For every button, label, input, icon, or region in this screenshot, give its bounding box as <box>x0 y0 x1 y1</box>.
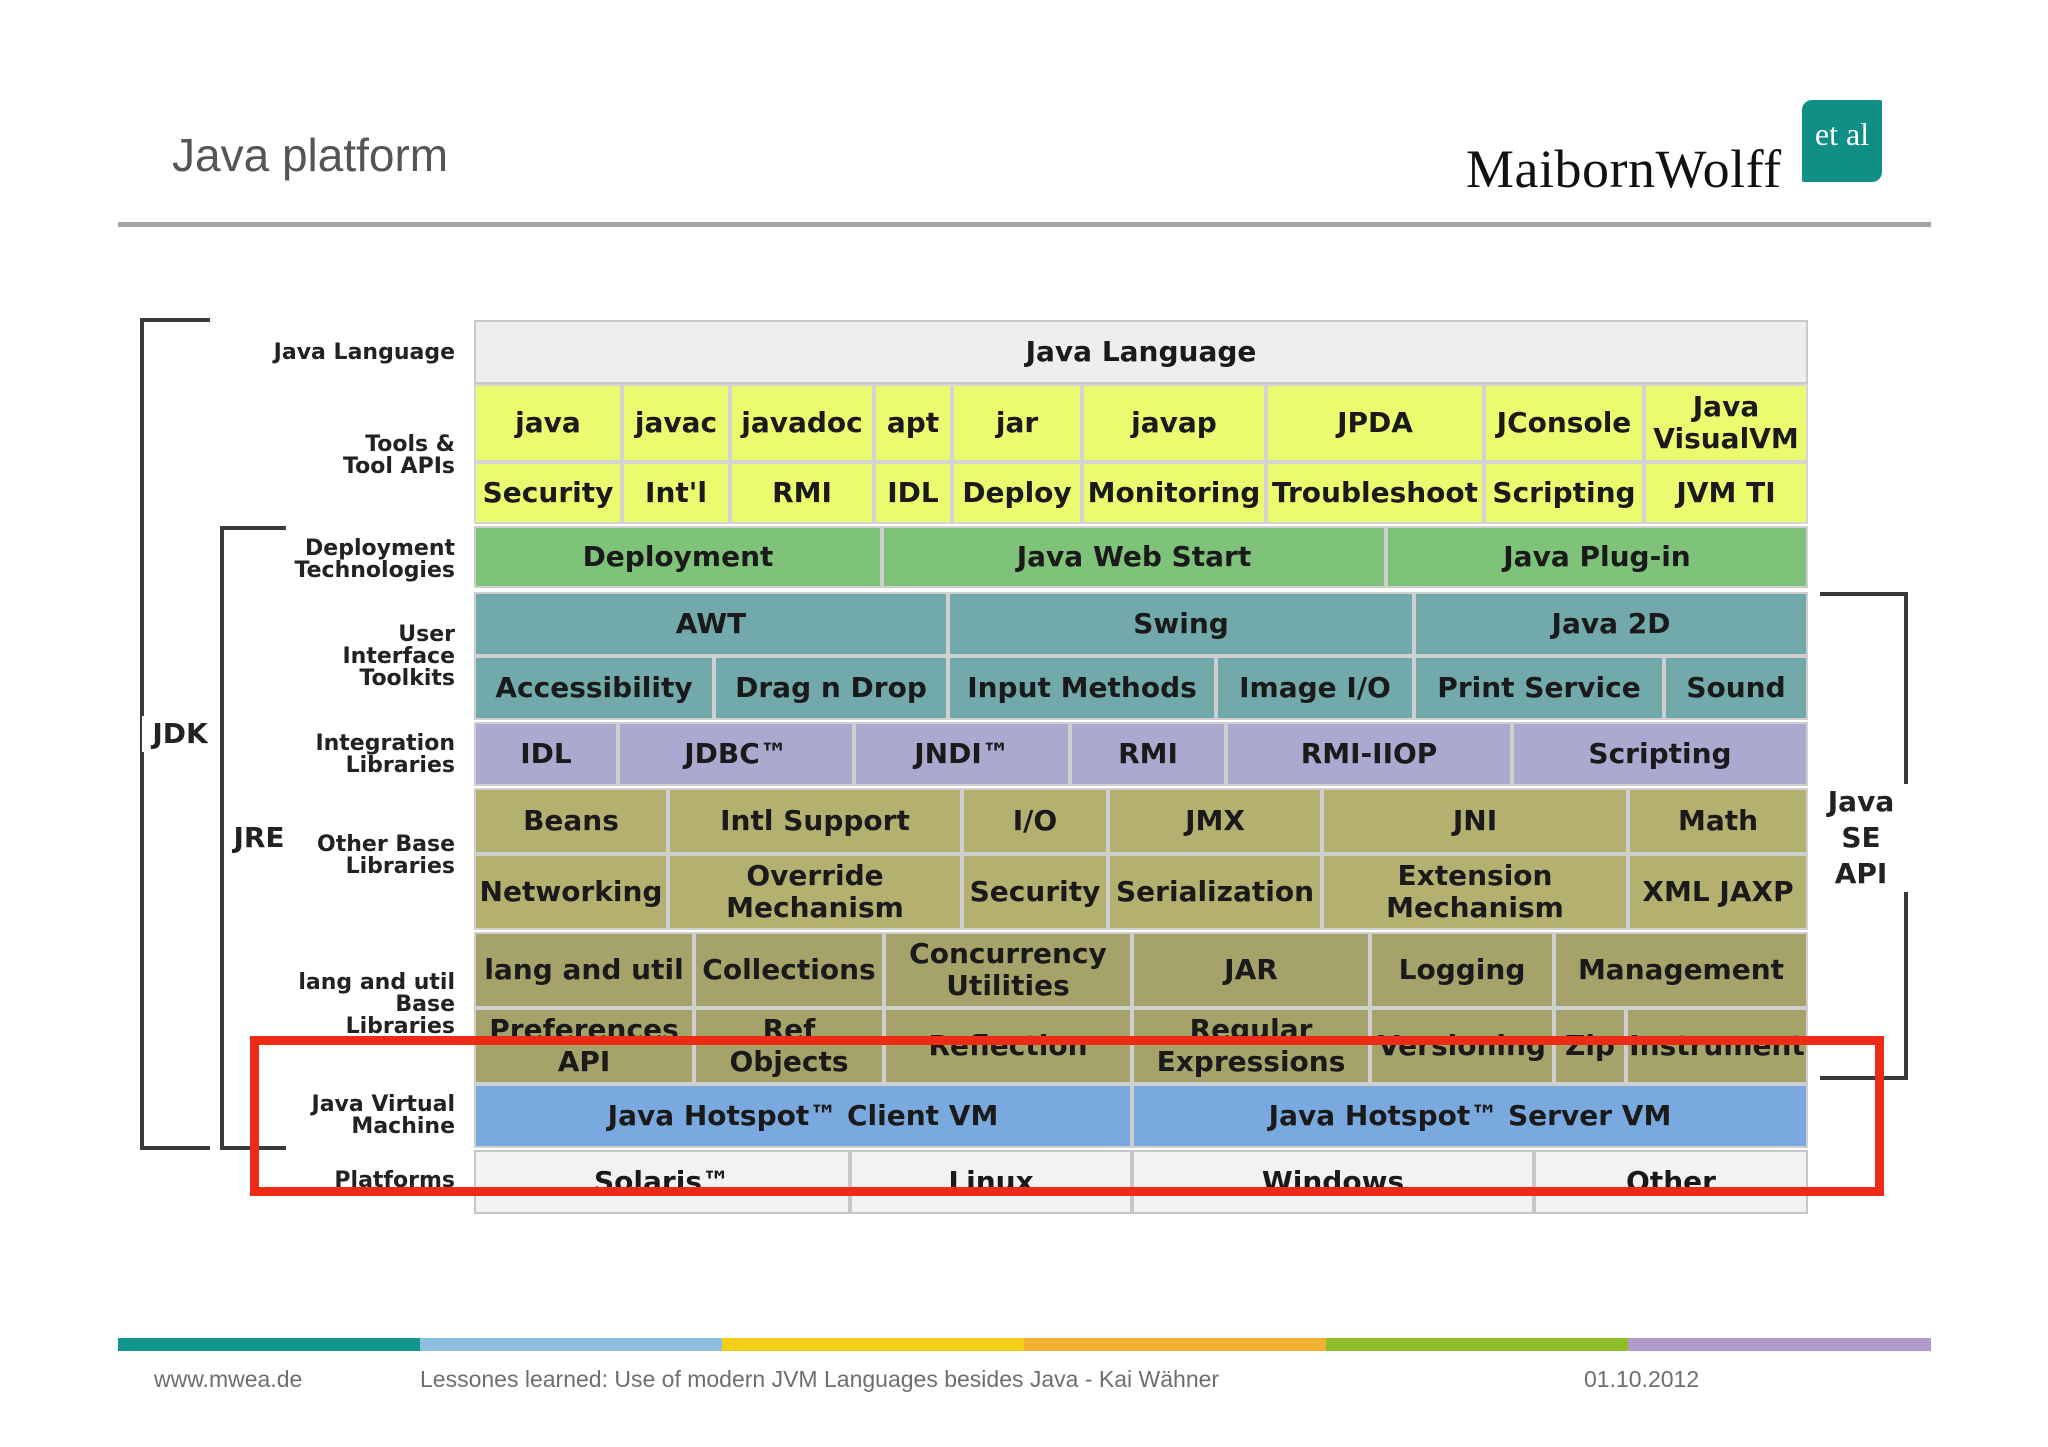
lang-util-cell: Reflection <box>884 1008 1132 1084</box>
lang-util-cell: Logging <box>1370 932 1554 1008</box>
footer-date: 01.10.2012 <box>1584 1366 1700 1392</box>
integration-cell: JNDI™ <box>854 722 1070 786</box>
logo-wordmark: MaibornWolff <box>1466 139 1782 199</box>
ui-toolkit-cell: Drag n Drop <box>714 656 948 720</box>
other-base-cell: I/O <box>962 788 1108 854</box>
footer-color-segment <box>1628 1338 1931 1351</box>
tool-cell: javadoc <box>730 384 874 462</box>
integration-cell: IDL <box>474 722 618 786</box>
tool-cell: JConsole <box>1484 384 1644 462</box>
ui-toolkit-cell: Input Methods <box>948 656 1216 720</box>
ui-toolkit-cell: Swing <box>948 592 1414 656</box>
tool-api-cell: Int'l <box>622 462 730 524</box>
ui-toolkit-cell: Sound <box>1664 656 1808 720</box>
tool-cell: JPDA <box>1266 384 1484 462</box>
other-base-cell: Intl Support <box>668 788 962 854</box>
footer-color-segment <box>1024 1338 1326 1351</box>
lang-util-cell: Instrument <box>1626 1008 1808 1084</box>
footer-color-segment <box>420 1338 722 1351</box>
logo-badge: et al <box>1802 100 1882 182</box>
platform-cell: Solaris™ <box>474 1150 850 1214</box>
tool-api-cell: Monitoring <box>1082 462 1266 524</box>
lang-util-cell: Versioning <box>1370 1008 1554 1084</box>
other-base-cell: JMX <box>1108 788 1322 854</box>
footer-color-segment <box>118 1338 420 1351</box>
tool-cell: jar <box>952 384 1082 462</box>
ui-toolkit-cell: Java 2D <box>1414 592 1808 656</box>
row-label-jvm: Java Virtual Machine <box>311 1092 455 1139</box>
tool-cell: apt <box>874 384 952 462</box>
tool-api-cell: Troubleshoot <box>1266 462 1484 524</box>
integration-cell: RMI <box>1070 722 1226 786</box>
row-label-tools: Tools & Tool APIs <box>343 432 455 479</box>
jre-label: JRE <box>224 820 294 856</box>
other-base-cell: Override Mechanism <box>668 854 962 930</box>
title-divider <box>118 222 1931 227</box>
tool-api-cell: JVM TI <box>1644 462 1808 524</box>
tool-cell: javac <box>622 384 730 462</box>
row-label-integration: Integration Libraries <box>315 731 455 778</box>
jvm-highlight-box <box>250 1036 1884 1196</box>
lang-util-cell: Concurrency Utilities <box>884 932 1132 1008</box>
other-base-cell: XML JAXP <box>1628 854 1808 930</box>
platform-cell: Windows <box>1132 1150 1534 1214</box>
tool-cell: Java VisualVM <box>1644 384 1808 462</box>
lang-util-cell: lang and util <box>474 932 694 1008</box>
other-base-cell: JNI <box>1322 788 1628 854</box>
row-label-lang-util: lang and util Base Libraries <box>298 970 455 1039</box>
row-label-other-base: Other Base Libraries <box>317 832 455 879</box>
deployment-cell: Java Web Start <box>882 526 1386 588</box>
tool-cell: javap <box>1082 384 1266 462</box>
ui-toolkit-cell: AWT <box>474 592 948 656</box>
slide-title: Java platform <box>172 129 449 181</box>
lang-util-cell: Regular Expressions <box>1132 1008 1370 1084</box>
lang-util-cell: Zip <box>1554 1008 1626 1084</box>
other-base-cell: Extension Mechanism <box>1322 854 1628 930</box>
company-logo: MaibornWolff et al <box>1466 100 1886 200</box>
integration-cell: JDBC™ <box>618 722 854 786</box>
other-base-cell: Security <box>962 854 1108 930</box>
java-se-api-label: Java SE API <box>1814 784 1908 892</box>
jdk-label: JDK <box>142 716 218 752</box>
lang-util-cell: Management <box>1554 932 1808 1008</box>
row-label-deployment: Deployment Technologies <box>294 536 455 583</box>
other-base-cell: Networking <box>474 854 668 930</box>
row-label-ui: User Interface Toolkits <box>342 622 455 691</box>
other-base-cell: Math <box>1628 788 1808 854</box>
deployment-cell: Java Plug-in <box>1386 526 1808 588</box>
lang-util-cell: Ref Objects <box>694 1008 884 1084</box>
java-language-cell: Java Language <box>474 320 1808 384</box>
other-base-cell: Beans <box>474 788 668 854</box>
deployment-cell: Deployment <box>474 526 882 588</box>
ui-toolkit-cell: Image I/O <box>1216 656 1414 720</box>
row-label-java-language: Java Language <box>273 340 455 365</box>
row-label-platforms: Platforms <box>334 1168 455 1193</box>
tool-api-cell: Security <box>474 462 622 524</box>
tool-api-cell: RMI <box>730 462 874 524</box>
tool-api-cell: Scripting <box>1484 462 1644 524</box>
other-base-cell: Serialization <box>1108 854 1322 930</box>
lang-util-cell: Collections <box>694 932 884 1008</box>
tool-api-cell: IDL <box>874 462 952 524</box>
footer-website: www.mwea.de <box>154 1366 303 1392</box>
tool-api-cell: Deploy <box>952 462 1082 524</box>
ui-toolkit-cell: Accessibility <box>474 656 714 720</box>
lang-util-cell: JAR <box>1132 932 1370 1008</box>
integration-cell: Scripting <box>1512 722 1808 786</box>
footer-color-segment <box>1326 1338 1628 1351</box>
footer-color-segment <box>722 1338 1024 1351</box>
ui-toolkit-cell: Print Service <box>1414 656 1664 720</box>
footer-talk-title: Lessones learned: Use of modern JVM Lang… <box>420 1366 1220 1392</box>
jvm-cell: Java Hotspot™ Client VM <box>474 1084 1132 1148</box>
jvm-cell: Java Hotspot™ Server VM <box>1132 1084 1808 1148</box>
tool-cell: java <box>474 384 622 462</box>
platform-cell: Other <box>1534 1150 1808 1214</box>
integration-cell: RMI-IIOP <box>1226 722 1512 786</box>
